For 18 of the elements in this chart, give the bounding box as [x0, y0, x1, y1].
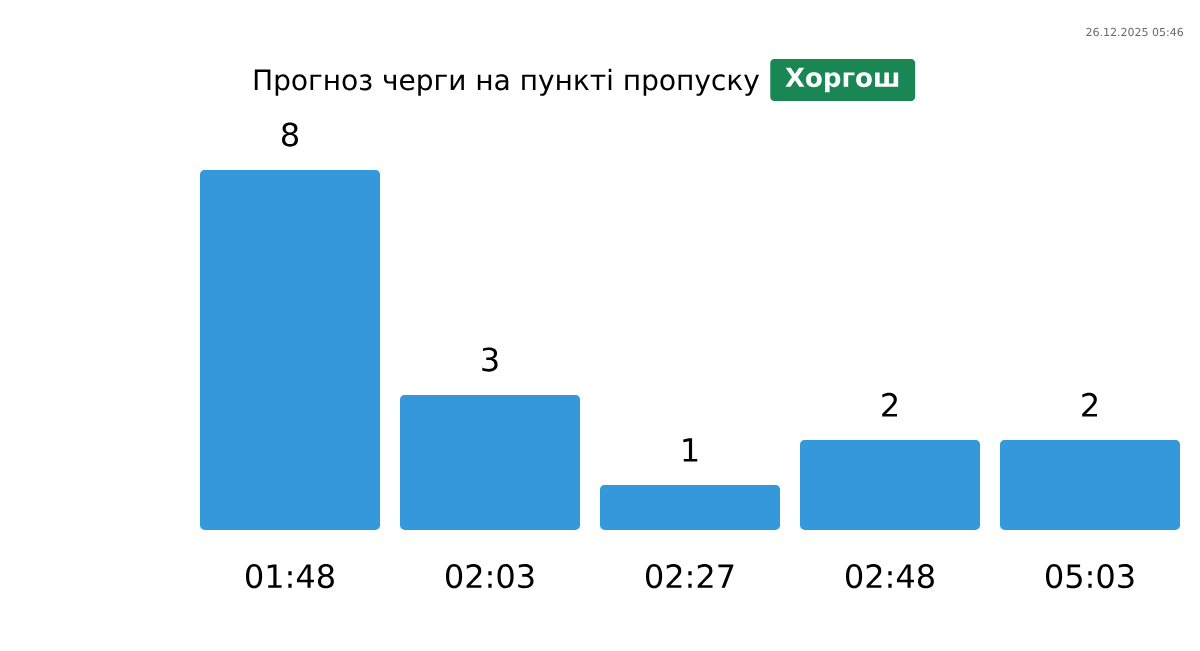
data-label: 2: [882, 392, 897, 417]
bar: [800, 440, 981, 530]
x-tick-label: 02:27: [646, 564, 734, 589]
bar: [1000, 440, 1181, 530]
x-tick-label: 05:03: [1046, 564, 1134, 589]
bar: [200, 170, 380, 530]
data-label: 2: [1082, 392, 1097, 417]
data-label: 1: [683, 438, 698, 462]
x-tick-label: 02:48: [846, 564, 934, 589]
x-tick-label: 02:03: [446, 564, 534, 589]
text: 26.12.2025 05:46: [1086, 27, 1184, 37]
data-label: 3: [482, 347, 498, 372]
data-label: 8: [282, 122, 298, 147]
bar: [400, 395, 580, 530]
x-tick-label: 01:48: [246, 564, 334, 589]
chart-subtitle: Хоргош: [785, 67, 899, 93]
chart-title: Прогноз черги на пункті пропуску: [254, 68, 759, 96]
bar: [600, 485, 780, 530]
